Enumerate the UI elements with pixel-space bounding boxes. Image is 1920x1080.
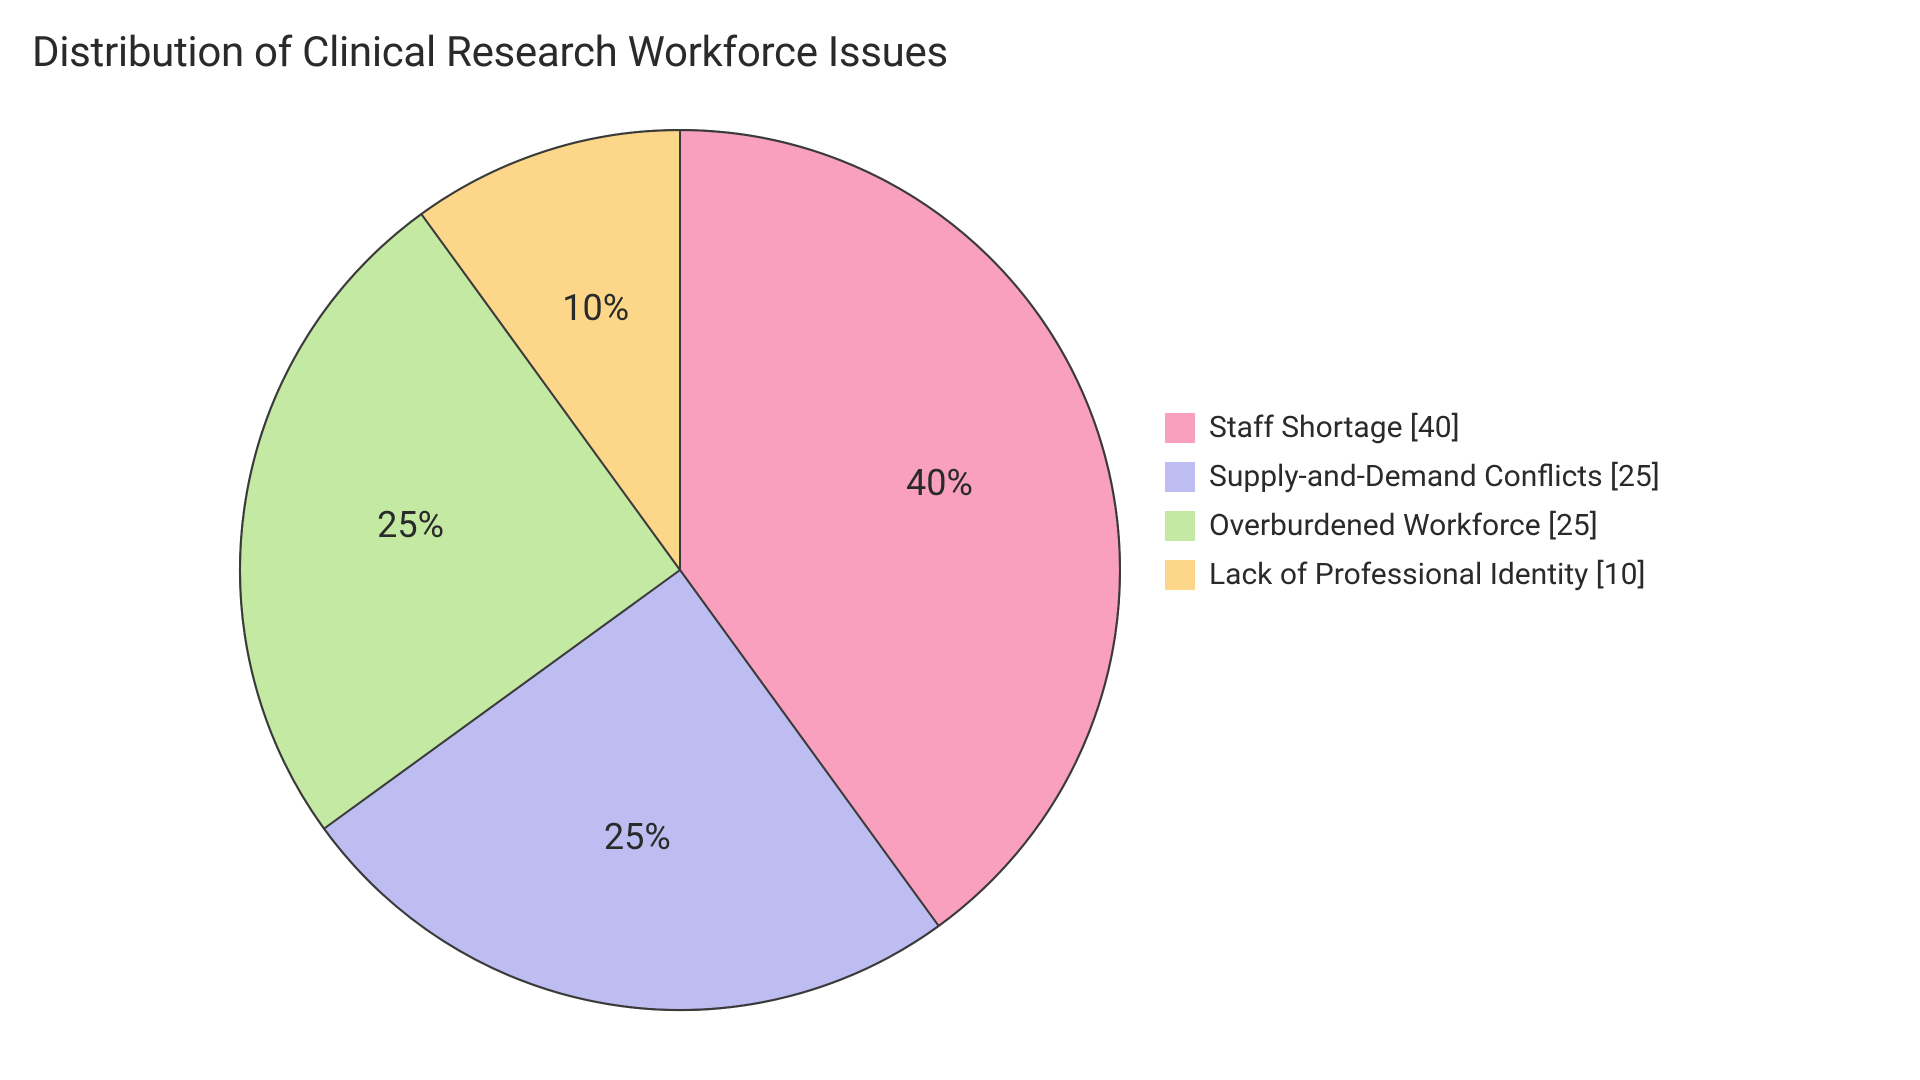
legend-item: Overburdened Workforce [25] <box>1165 508 1660 543</box>
legend-swatch <box>1165 560 1195 590</box>
legend-item: Lack of Professional Identity [10] <box>1165 557 1660 592</box>
legend-label: Staff Shortage [40] <box>1209 410 1460 445</box>
legend-label: Overburdened Workforce [25] <box>1209 508 1598 543</box>
legend-label: Lack of Professional Identity [10] <box>1209 557 1645 592</box>
legend-swatch <box>1165 511 1195 541</box>
legend-label: Supply-and-Demand Conflicts [25] <box>1209 459 1660 494</box>
legend-item: Staff Shortage [40] <box>1165 410 1660 445</box>
legend-swatch <box>1165 462 1195 492</box>
slice-label: 40% <box>906 462 973 504</box>
slice-label: 10% <box>562 287 629 329</box>
legend: Staff Shortage [40] Supply-and-Demand Con… <box>1165 410 1660 592</box>
legend-swatch <box>1165 413 1195 443</box>
pie-svg: 40% 25% 25% 10% <box>220 110 1140 1030</box>
legend-item: Supply-and-Demand Conflicts [25] <box>1165 459 1660 494</box>
slice-label: 25% <box>604 816 671 858</box>
slice-label: 25% <box>377 504 444 546</box>
chart-container: Distribution of Clinical Research Workfo… <box>0 0 1920 1080</box>
chart-area: 40% 25% 25% 10% Staff Shortage [40] Supply-a… <box>0 100 1920 1060</box>
chart-title: Distribution of Clinical Research Workfo… <box>32 28 948 77</box>
pie-chart: 40% 25% 25% 10% <box>220 110 1140 1030</box>
